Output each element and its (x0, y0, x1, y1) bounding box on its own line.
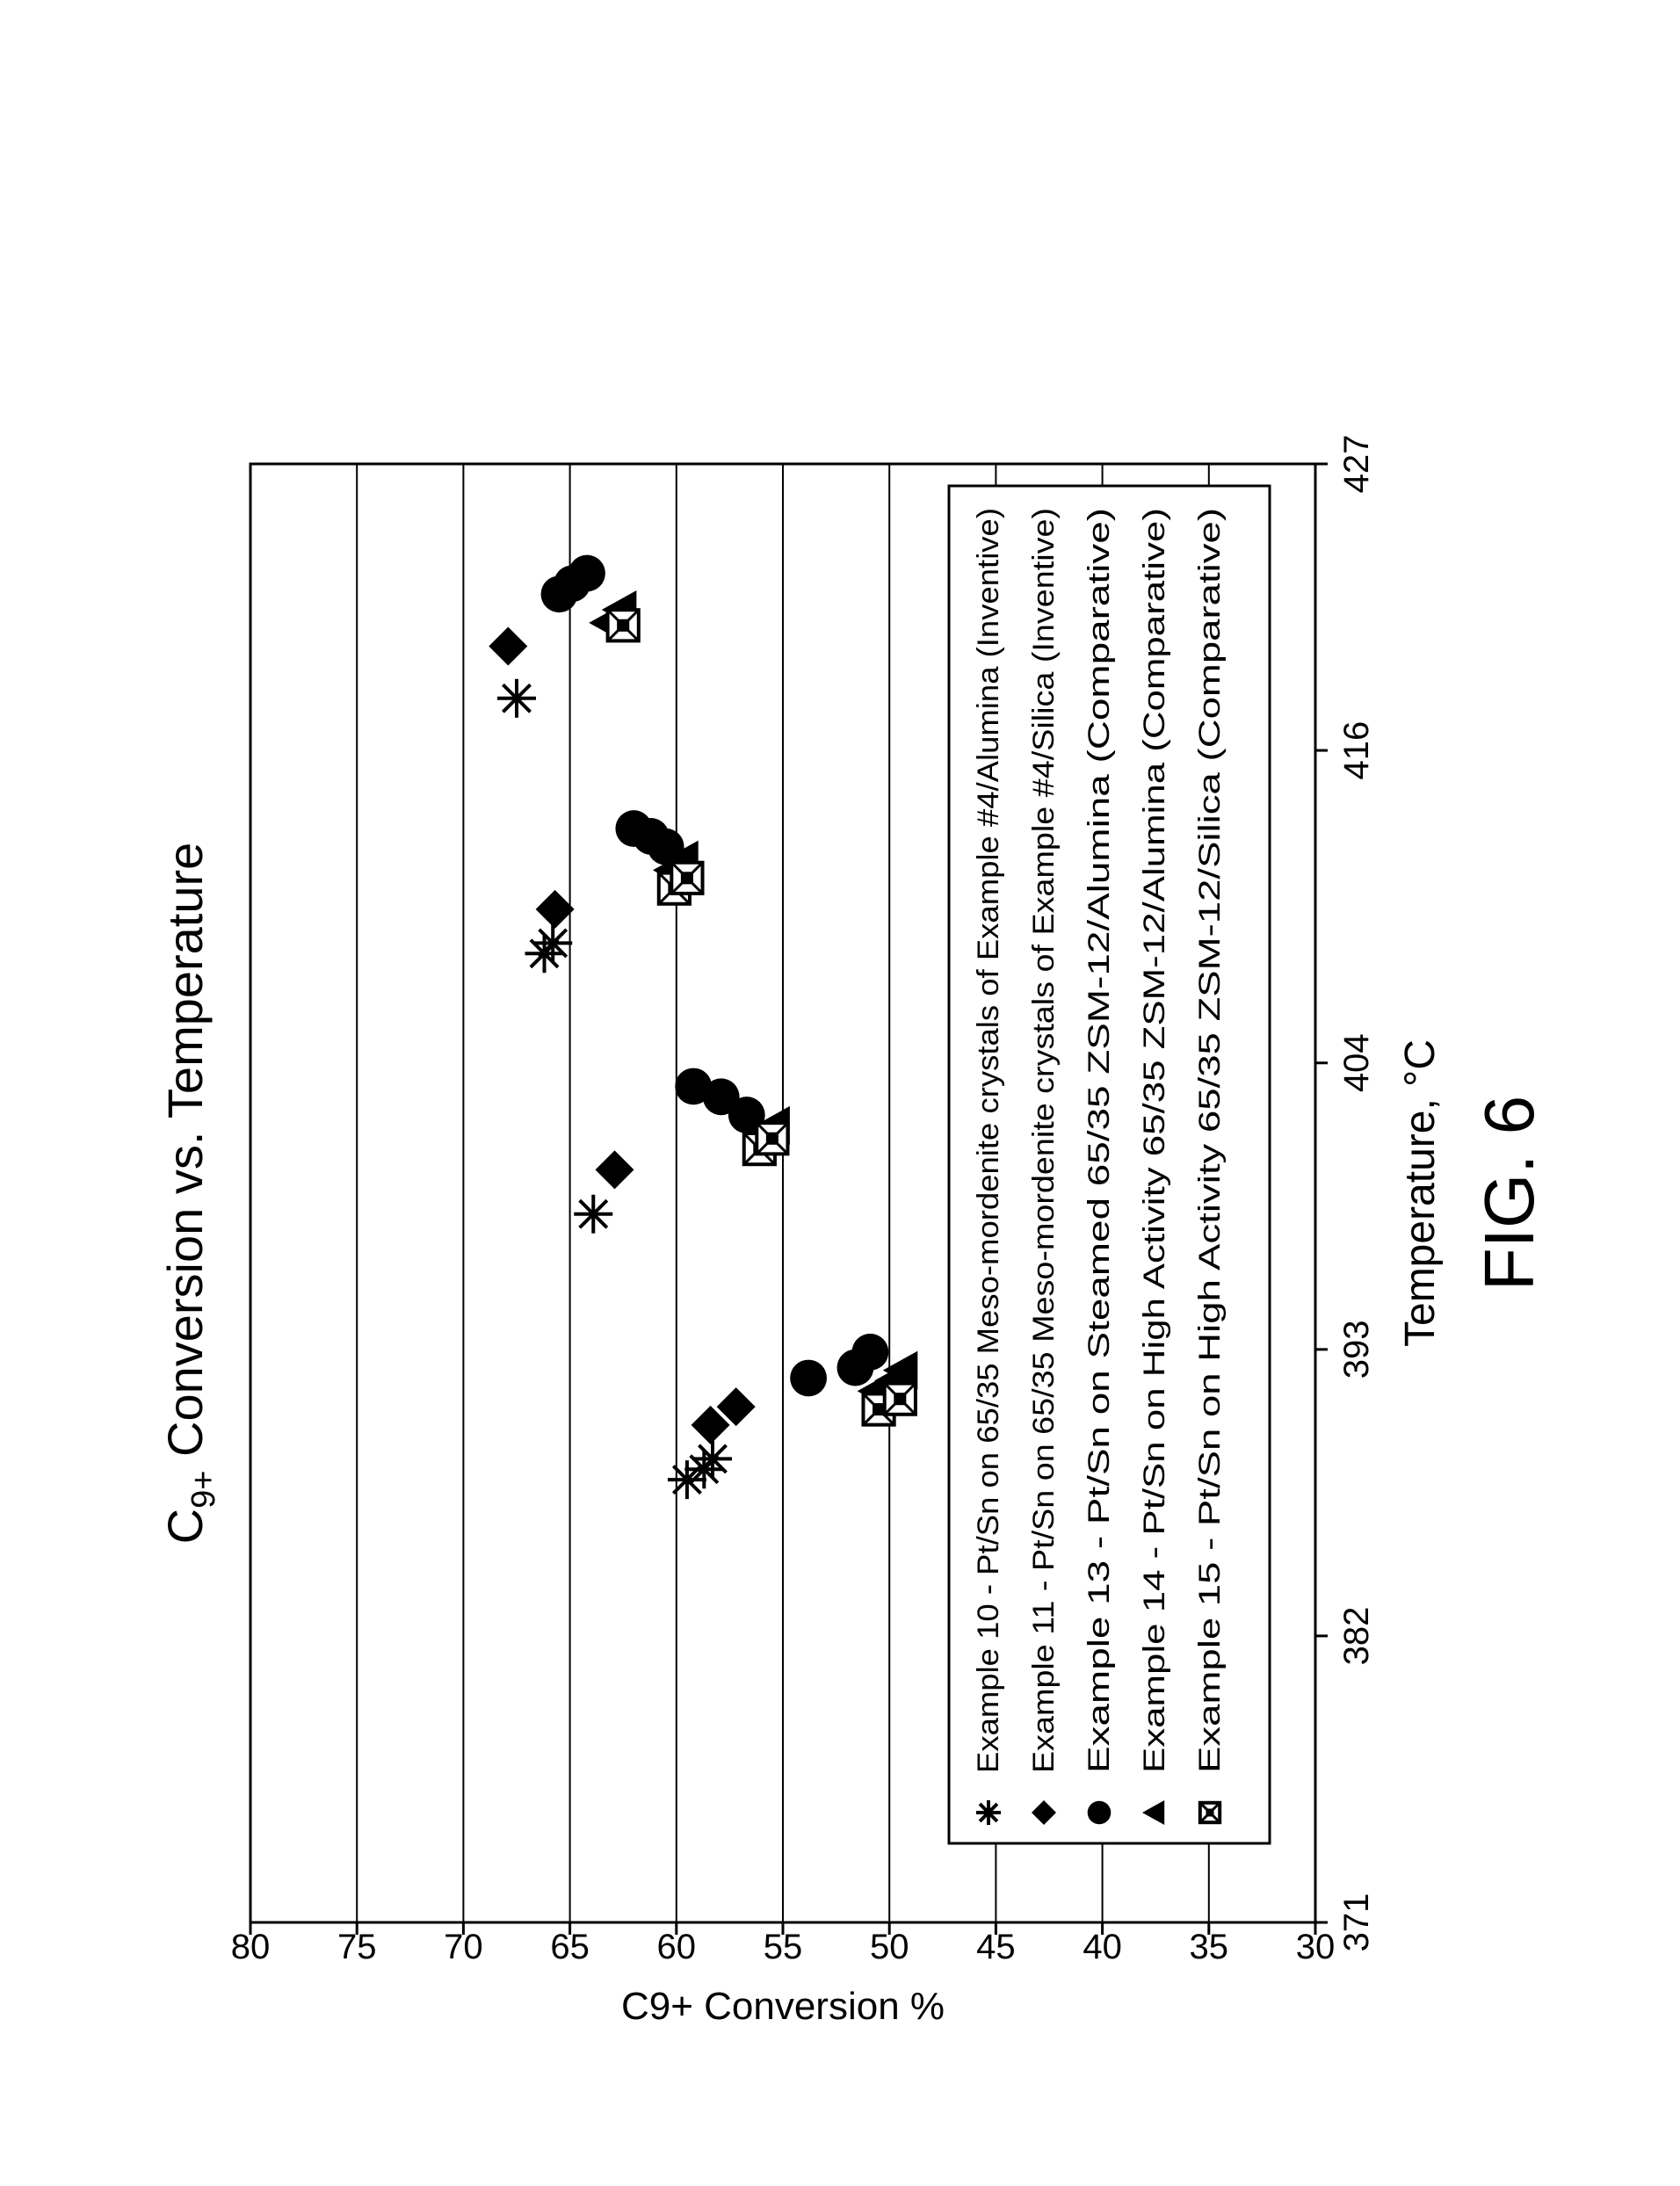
figure-label: FIG. 6 (1470, 1096, 1548, 1291)
data-point-series-1-4 (574, 1195, 612, 1234)
legend-label-1: Example 10 - Pt/Sn on 65/35 Meso-mordeni… (972, 508, 1005, 1773)
y-tick-label: 30 (1296, 1928, 1336, 1966)
x-tick-label: 393 (1337, 1320, 1376, 1379)
legend-label-5: Example 15 - Pt/Sn on High Activity 65/3… (1193, 508, 1227, 1773)
y-tick-label: 70 (444, 1928, 483, 1966)
data-point-series-5-2 (885, 1384, 916, 1415)
x-tick-label: 427 (1337, 435, 1376, 494)
chart-title: C9+ Conversion vs. Temperature (157, 843, 222, 1545)
legend-label-2: Example 11 - Pt/Sn on 65/35 Meso-mordeni… (1027, 508, 1061, 1773)
y-tick-label: 40 (1083, 1928, 1122, 1966)
x-tick-label: 416 (1337, 721, 1376, 780)
x-tick-label: 371 (1337, 1893, 1376, 1952)
data-point-series-5-6 (671, 863, 702, 894)
data-point-series-3-12 (568, 555, 605, 592)
legend-label-4: Example 14 - Pt/Sn on High Activity 65/3… (1138, 508, 1171, 1773)
chart-root: 30 35 40 45 50 55 60 65 70 75 80 371 382 393 404 416 42… (157, 435, 1548, 2028)
legend-marker-3 (1088, 1801, 1112, 1825)
y-tick-label: 45 (976, 1928, 1016, 1966)
data-point-series-5-4 (757, 1123, 787, 1154)
y-tick-label: 75 (337, 1928, 377, 1966)
data-point-series-3-1 (790, 1360, 827, 1397)
legend-label-3: Example 13 - Pt/Sn on Steamed 65/35 ZSM-… (1083, 508, 1116, 1773)
y-axis-ticks: 30 35 40 45 50 55 60 65 70 75 80 (231, 1922, 1336, 1966)
data-point-series-1-3 (693, 1439, 732, 1478)
y-tick-label: 50 (870, 1928, 909, 1966)
x-axis-ticks: 371 382 393 404 416 427 (1315, 435, 1376, 1952)
x-tick-label: 382 (1337, 1607, 1376, 1666)
legend-marker-1 (976, 1800, 1001, 1825)
chart-title-base: C (157, 1509, 213, 1544)
y-tick-label: 60 (657, 1928, 697, 1966)
x-axis-label: Temperature, °C (1397, 1039, 1444, 1347)
data-point-series-1-6 (533, 923, 572, 962)
y-tick-label: 35 (1190, 1928, 1229, 1966)
legend: Example 10 - Pt/Sn on 65/35 Meso-mordeni… (949, 486, 1270, 1843)
y-axis-label: C9+ Conversion % (621, 1985, 945, 2028)
x-tick-label: 404 (1337, 1033, 1376, 1092)
y-tick-label: 65 (550, 1928, 590, 1966)
chart-group: 30 35 40 45 50 55 60 65 70 75 80 371 382 393 404 416 42… (157, 435, 1548, 2028)
data-point-series-3-3 (851, 1334, 888, 1371)
chart-title-subscript: 9+ (185, 1471, 222, 1509)
chart-title-rest: Conversion vs. Temperature (157, 843, 213, 1471)
y-tick-label: 55 (764, 1928, 803, 1966)
y-tick-label: 80 (231, 1928, 271, 1966)
data-point-series-1-7 (497, 679, 536, 718)
data-point-series-5-7 (608, 610, 639, 641)
legend-marker-5 (1200, 1803, 1220, 1822)
